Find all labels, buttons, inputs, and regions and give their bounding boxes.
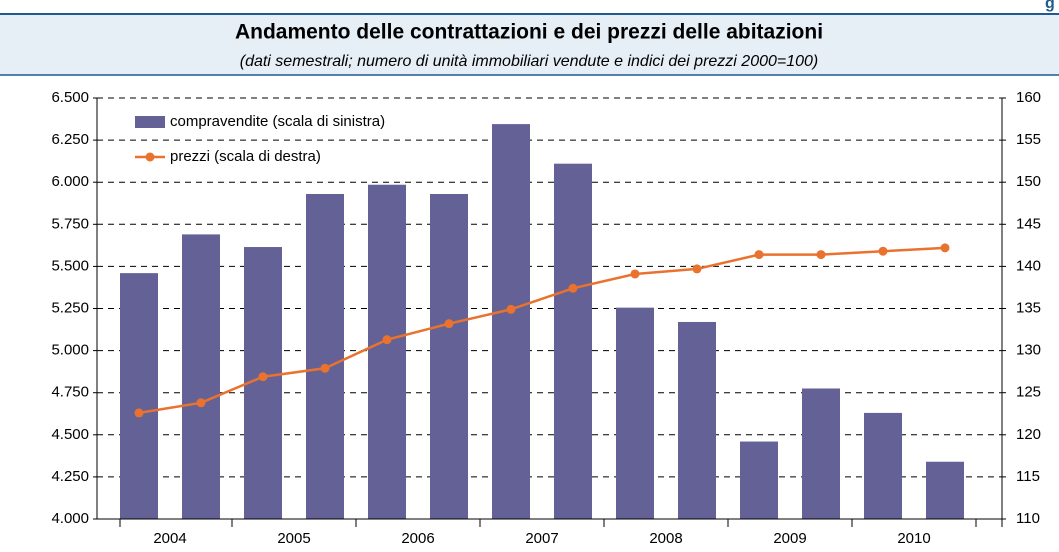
y-tick-label: 4.500 [51, 426, 89, 443]
bar [492, 124, 530, 520]
bar [120, 273, 158, 519]
title-band [0, 14, 1059, 75]
bar [554, 163, 592, 519]
chart-title: Andamento delle contrattazioni e dei pre… [235, 21, 823, 44]
legend-label: prezzi (scala di destra) [170, 148, 321, 165]
marker [816, 250, 826, 260]
marker [258, 372, 268, 382]
x-tick-label: 2009 [773, 530, 806, 547]
line [138, 246, 946, 415]
y2-tick-label: 125 [1016, 384, 1041, 401]
x-tick-label: 2004 [153, 530, 186, 547]
y2-tick-label: 145 [1016, 215, 1041, 232]
y-tick-label: 4.000 [51, 510, 89, 527]
corner-label: g [1045, 0, 1055, 12]
bar [740, 441, 778, 519]
marker [134, 408, 144, 418]
y2-tick-label: 150 [1016, 173, 1041, 190]
legend-marker [145, 152, 155, 162]
bar [864, 412, 902, 519]
legend-swatch [135, 116, 165, 128]
marker [692, 264, 702, 274]
y2-tick-label: 160 [1016, 89, 1041, 106]
legend-label: compravendite (scala di sinistra) [170, 113, 385, 130]
y-tick-label: 4.250 [51, 468, 89, 485]
marker [630, 269, 640, 279]
x-tick-label: 2005 [277, 530, 310, 547]
bar [616, 307, 654, 519]
y2-tick-label: 140 [1016, 257, 1041, 274]
x-tick-label: 2007 [525, 530, 558, 547]
bar [430, 193, 468, 519]
x-tick-label: 2008 [649, 530, 682, 547]
y-tick-label: 5.500 [51, 257, 89, 274]
bar [306, 193, 344, 519]
y2-tick-label: 115 [1016, 468, 1040, 485]
y2-tick-label: 130 [1016, 342, 1041, 359]
y2-tick-label: 155 [1016, 131, 1041, 148]
x-tick-label: 2010 [897, 530, 930, 547]
y-tick-label: 6.250 [51, 131, 89, 148]
y2-tick-label: 120 [1016, 426, 1041, 443]
bar [368, 184, 406, 519]
bar [182, 234, 220, 520]
marker [506, 304, 516, 314]
y-tick-label: 6.000 [51, 173, 89, 190]
y-tick-label: 6.500 [51, 89, 89, 106]
y-tick-label: 4.750 [51, 384, 89, 401]
chart-subtitle: (dati semestrali; numero di unità immobi… [240, 53, 819, 70]
bar [926, 461, 964, 519]
marker [878, 246, 888, 256]
marker [940, 243, 950, 253]
y2-tick-label: 110 [1016, 510, 1040, 527]
x-tick-label: 2006 [401, 530, 434, 547]
bar [678, 321, 716, 519]
marker [196, 398, 206, 408]
y-tick-label: 5.250 [51, 299, 89, 316]
y-tick-label: 5.750 [51, 215, 89, 232]
y-tick-label: 5.000 [51, 342, 89, 359]
y2-tick-label: 135 [1016, 299, 1041, 316]
bar [802, 388, 840, 519]
marker [754, 250, 764, 260]
marker [382, 335, 392, 345]
marker [444, 319, 454, 329]
marker [320, 363, 330, 373]
marker [568, 283, 578, 293]
